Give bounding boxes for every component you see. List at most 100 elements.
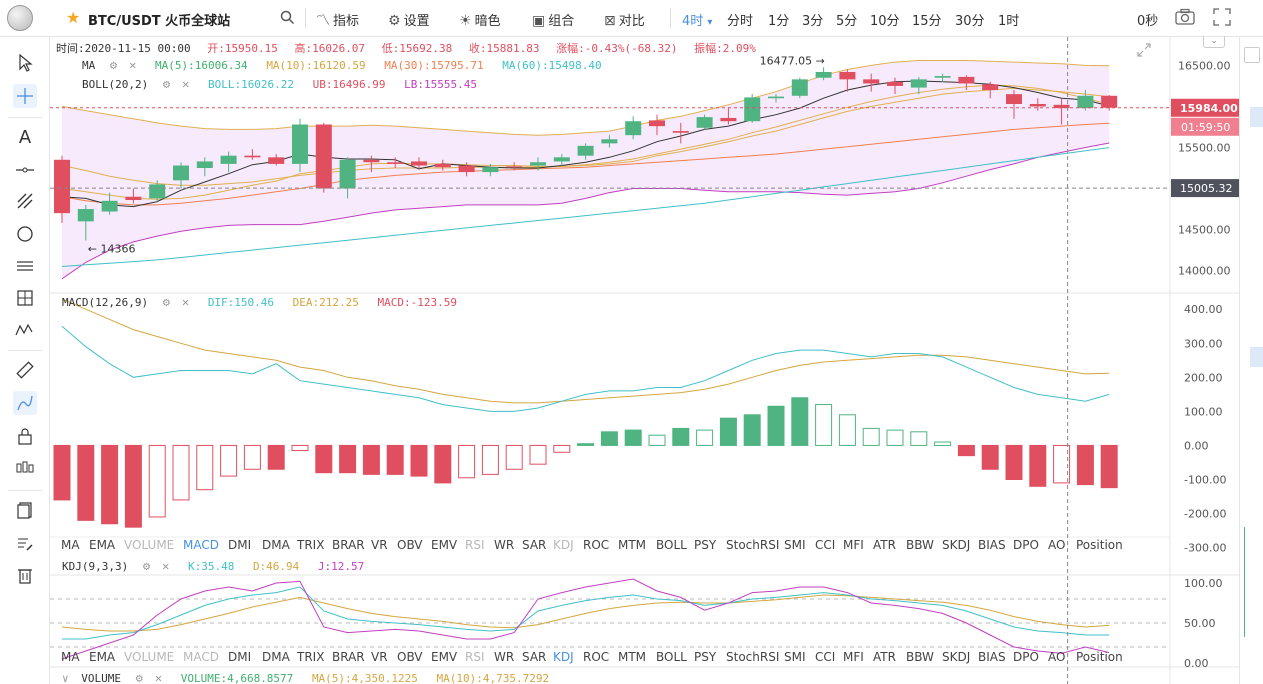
indicator-tab-dpo[interactable]: DPO [1013,650,1039,664]
candle[interactable] [530,157,546,171]
legend-close-icon[interactable]: ✕ [154,671,163,684]
indicator-tab-skdj[interactable]: SKDJ [942,538,971,552]
indicator-tab-bias[interactable]: BIAS [978,650,1006,664]
indicator-tab-mfi[interactable]: MFI [843,538,864,552]
indicator-tab-mtm[interactable]: MTM [618,538,647,552]
indicator-tab-psy[interactable]: PSY [694,538,717,552]
candle[interactable] [553,154,570,166]
timeframe-3m[interactable]: 3分 [802,14,824,29]
candle[interactable] [1006,90,1022,119]
indicator-tab-boll[interactable]: BOLL [656,538,687,552]
candle[interactable] [910,76,927,95]
candle[interactable] [577,143,594,160]
candle[interactable] [434,159,451,171]
timeframe-line[interactable]: 分时 [727,14,754,29]
candle[interactable] [887,77,903,95]
legend-settings-icon[interactable]: ⚙ [162,77,171,91]
legend-settings-icon[interactable]: ⚙ [142,559,151,573]
indicator-tab-atr[interactable]: ATR [873,538,896,552]
indicator-tab-psy[interactable]: PSY [694,650,717,664]
candle[interactable] [173,162,189,189]
indicator-tab-kdj[interactable]: KDJ [553,538,574,552]
timeframe-1m[interactable]: 1分 [768,14,790,29]
candle[interactable] [839,69,856,92]
indicator-tab-brar[interactable]: BRAR [332,650,365,664]
indicator-tab-stochrsi[interactable]: StochRSI [726,538,780,552]
indicator-tab-trix[interactable]: TRIX [297,650,325,664]
candle[interactable] [315,122,332,193]
symbol-title[interactable]: BTC/USDT 火币全球站 [88,14,231,29]
indicator-tab-dmi[interactable]: DMI [228,538,252,552]
indicator-tab-roc[interactable]: ROC [583,538,610,552]
parallel-lines-icon[interactable] [13,254,37,278]
candle[interactable] [815,67,832,81]
indicator-tab-rsi[interactable]: RSI [465,650,485,664]
indicator-tab-sar[interactable]: SAR [522,650,547,664]
cursor-arrow-icon[interactable] [13,51,37,75]
timeframe-10m[interactable]: 10分 [870,14,900,29]
legend-close-icon[interactable]: ✕ [129,58,137,72]
indicator-tab-mfi[interactable]: MFI [843,650,864,664]
indicator-tab-ma[interactable]: MA [61,650,80,664]
candle[interactable] [768,94,784,103]
indicator-tab-dma[interactable]: DMA [262,650,290,664]
candle[interactable] [244,149,261,160]
candle[interactable] [791,77,808,99]
chart-area[interactable]: 16500.0016000.0015500.0015000.0014500.00… [50,37,1239,684]
indicator-tab-position[interactable]: Position [1076,538,1123,552]
horizontal-line-icon[interactable] [13,158,37,182]
indicator-tab-skdj[interactable]: SKDJ [942,650,971,664]
grid-tool-icon[interactable] [13,286,37,310]
candle[interactable] [387,157,404,168]
timeframe-30m[interactable]: 30分 [955,14,985,29]
indicator-tab-position[interactable]: Position [1076,650,1123,664]
candle[interactable] [411,157,427,170]
indicator-tab-cci[interactable]: CCI [815,650,836,664]
circle-tool-icon[interactable] [13,222,37,246]
camera-icon[interactable] [1175,8,1195,30]
pen-icon[interactable] [13,391,37,415]
timeframe-15m[interactable]: 15分 [912,14,942,29]
edit-list-icon[interactable] [13,531,37,555]
candle[interactable] [1077,90,1094,111]
candle[interactable] [649,114,665,136]
indicator-tab-dpo[interactable]: DPO [1013,538,1039,552]
lock-icon[interactable] [13,424,37,448]
indicator-tab-cci[interactable]: CCI [815,538,836,552]
expand-pane-icon[interactable] [1137,42,1151,61]
candle[interactable] [696,114,713,130]
indicator-tab-vr[interactable]: VR [371,538,388,552]
candle[interactable] [149,180,166,203]
indicator-tab-sar[interactable]: SAR [522,538,547,552]
ruler-icon[interactable] [13,358,37,382]
legend-settings-icon[interactable]: ⚙ [109,58,118,72]
legend-settings-icon[interactable]: ⚙ [135,671,143,684]
indicator-tab-volume[interactable]: VOLUME [124,650,175,664]
indicator-tab-emv[interactable]: EMV [431,538,458,552]
indicator-tab-wr[interactable]: WR [494,650,515,664]
indicator-tab-mtm[interactable]: MTM [618,650,647,664]
candle[interactable] [1053,98,1070,125]
indicator-tab-ema[interactable]: EMA [89,538,116,552]
indicator-tab-bias[interactable]: BIAS [978,538,1006,552]
favorite-star-icon[interactable]: ★ [66,8,81,27]
indicator-tab-macd[interactable]: MACD [183,650,219,664]
indicator-tab-ao[interactable]: AO [1048,538,1066,552]
candle[interactable] [506,162,523,171]
indicator-tab-bbw[interactable]: BBW [906,538,934,552]
candle[interactable] [220,151,237,173]
candle[interactable] [982,81,999,99]
indicator-tab-smi[interactable]: SMI [784,650,806,664]
indicator-tab-obv[interactable]: OBV [397,538,423,552]
indicators-button[interactable]: 〽指标 [316,10,359,30]
legend-close-icon[interactable]: ✕ [181,295,190,309]
legend-settings-icon[interactable]: ⚙ [162,295,170,309]
candle[interactable] [125,188,142,204]
candle[interactable] [101,192,118,215]
indicator-tab-dmi[interactable]: DMI [228,650,252,664]
indicator-tab-macd[interactable]: MACD [183,538,219,552]
trash-icon[interactable] [13,563,37,587]
indicator-tab-smi[interactable]: SMI [784,538,806,552]
candle[interactable] [672,122,689,144]
indicator-tab-trix[interactable]: TRIX [297,538,325,552]
